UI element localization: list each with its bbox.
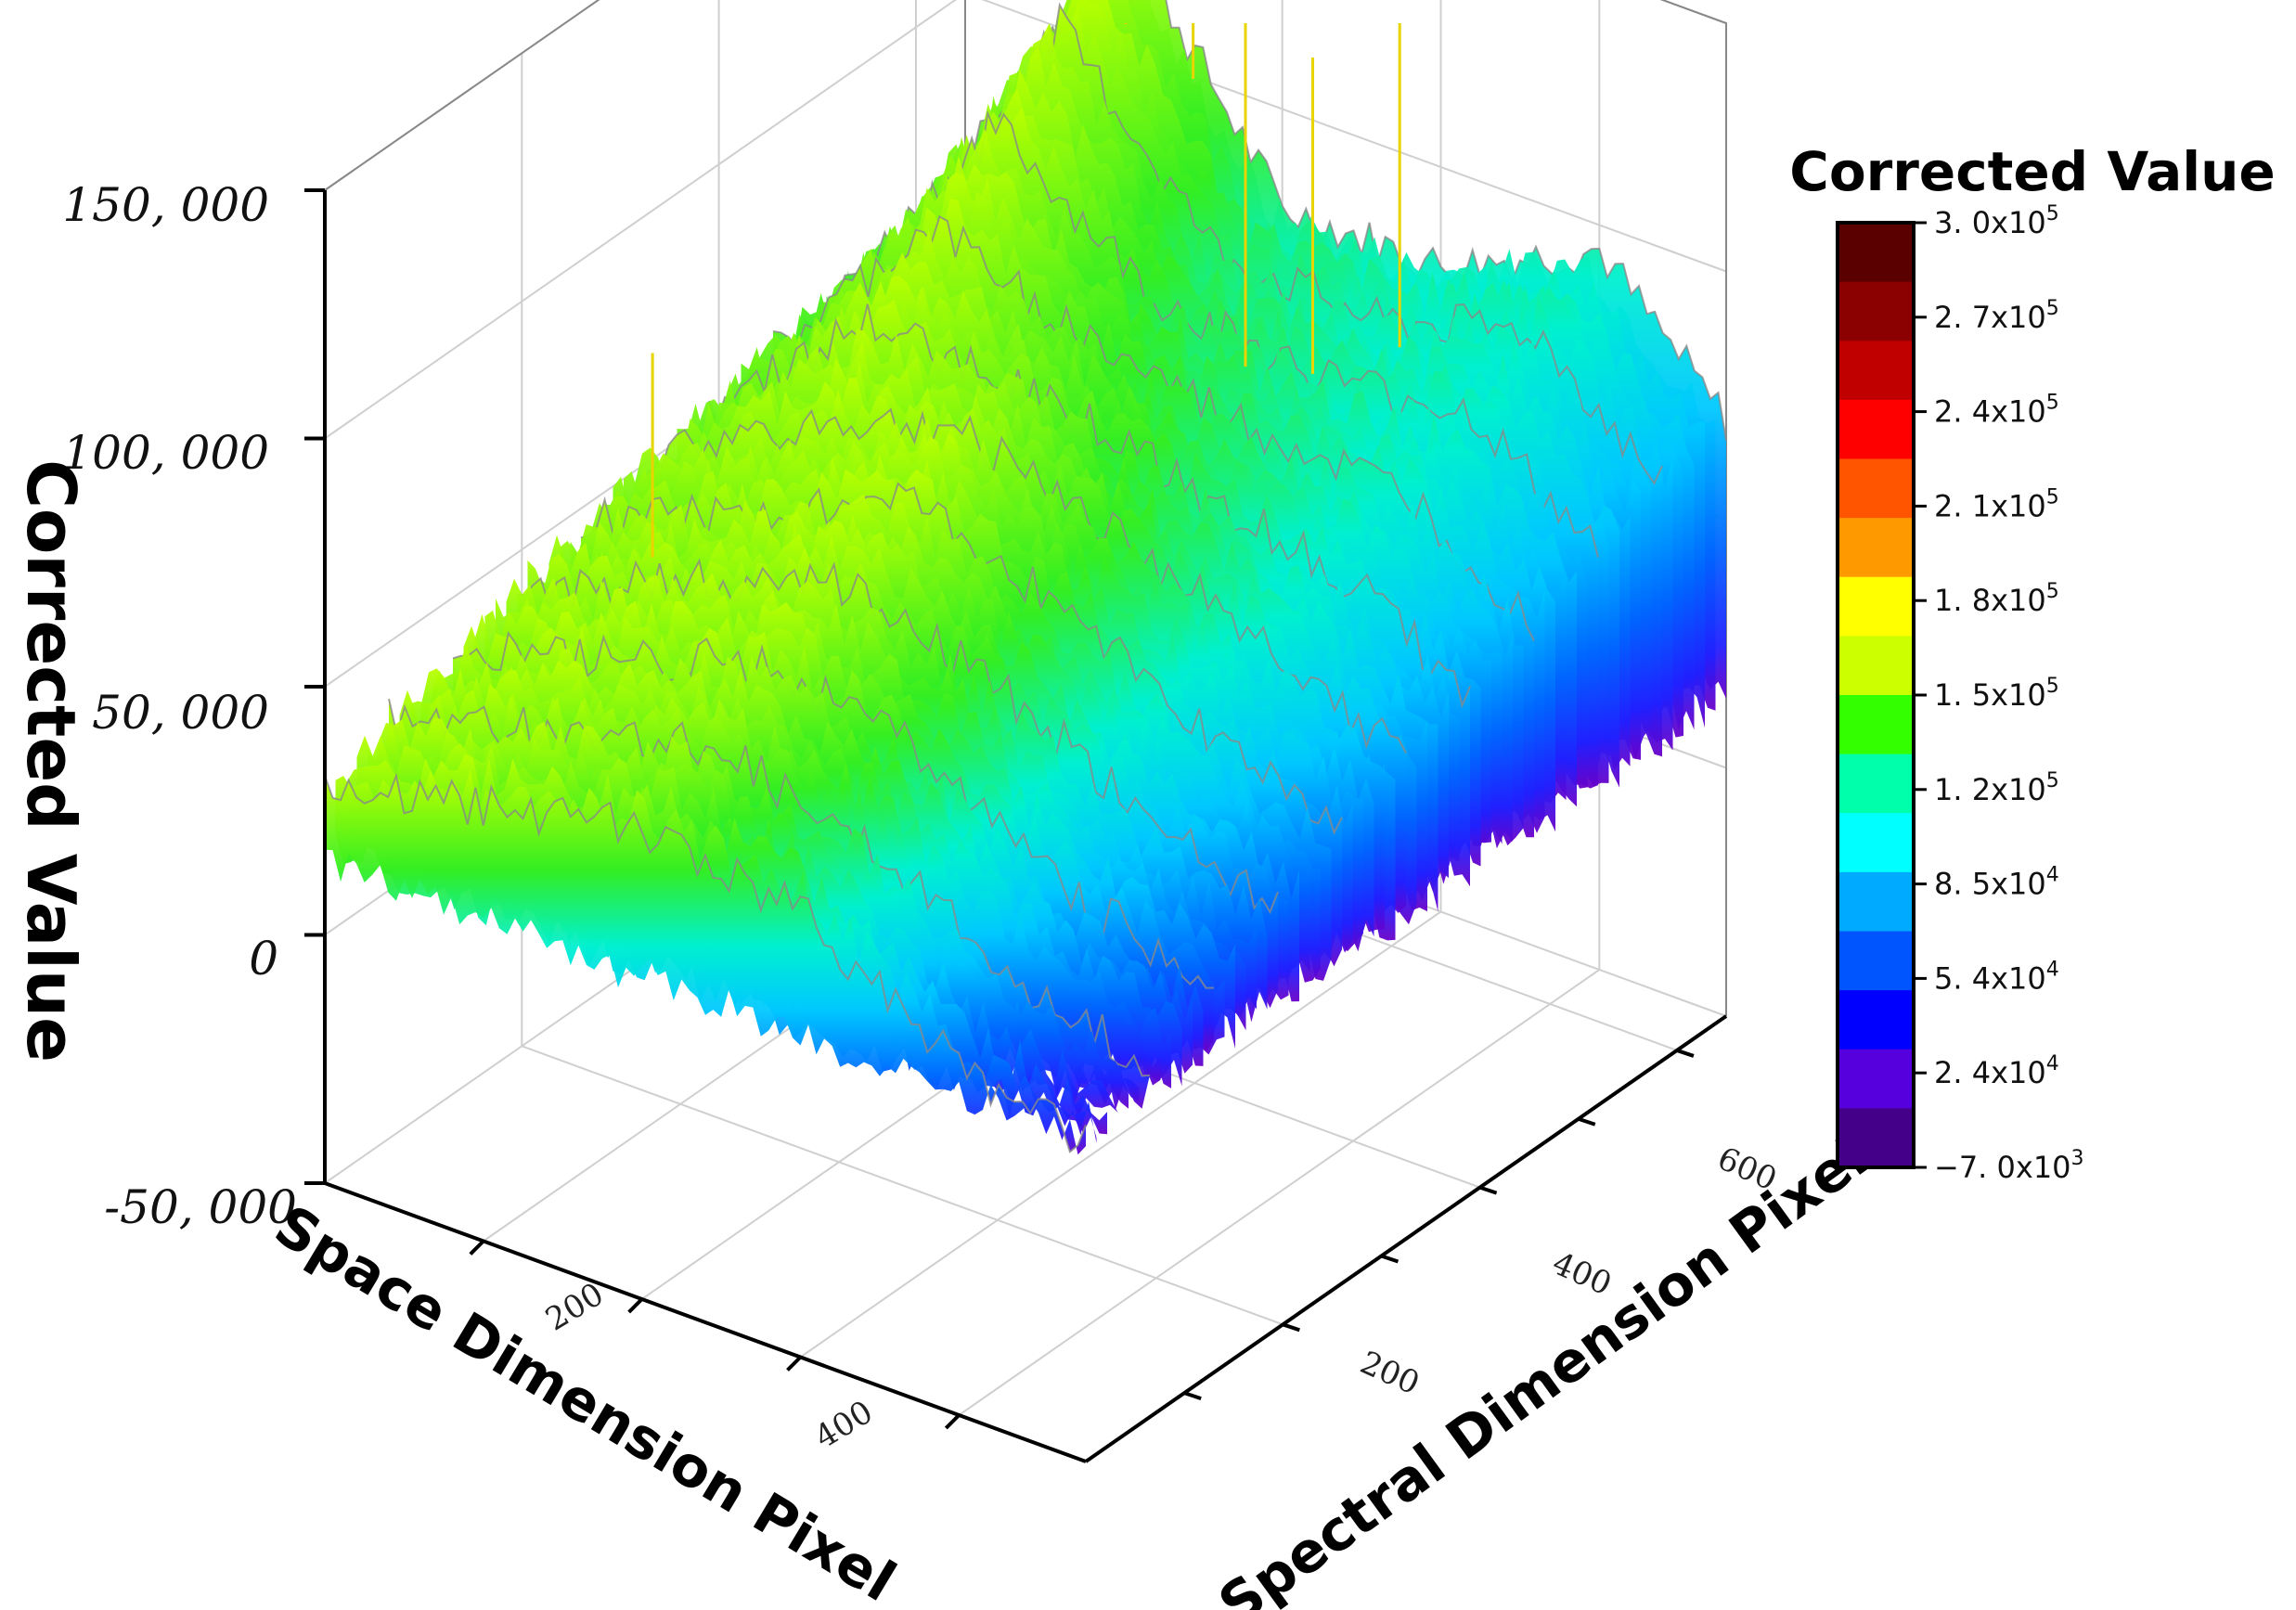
y-tick [1676, 1049, 1695, 1058]
grid-line [958, 969, 1600, 1416]
colorbar-band [1838, 813, 1914, 873]
x-tick [944, 1413, 961, 1430]
grid-line [521, 1045, 1283, 1326]
x-tick [469, 1240, 485, 1256]
axes-frame [304, 188, 1728, 1463]
data-surface [324, 0, 1727, 1155]
surface-profile-line [516, 558, 1279, 914]
z-axis-label: Corrected Value [12, 459, 90, 1063]
colorbar-tick-label: 3. 0x105 [1934, 202, 2059, 240]
colorbar-band [1838, 223, 1914, 283]
colorbar: Corrected Value 3. 0x105 2. 7x105 2. 4x105… [1789, 140, 2275, 1185]
surface-strip [325, 776, 1086, 1155]
colorbar-band [1838, 753, 1914, 815]
colorbar-tick-label: 8. 5x104 [1934, 864, 2059, 902]
colorbar-band [1838, 990, 1914, 1050]
colorbar-tick-label: 2. 4x104 [1934, 1052, 2059, 1090]
colorbar-band [1838, 1049, 1914, 1110]
surface-profile-line [324, 772, 1087, 1153]
grid-line [324, 0, 1727, 440]
z-tick-label: 50, 000 [92, 686, 269, 740]
surface-profile-line [964, 0, 1727, 441]
y-tick-label: 200 [1355, 1344, 1425, 1402]
colorbar-band [1838, 576, 1914, 638]
colorbar-tick-label: 2. 7x105 [1934, 297, 2059, 335]
colorbar-gradient [1838, 223, 1914, 1168]
colorbar-tick-label: 1. 8x105 [1934, 580, 2059, 618]
colorbar-band [1838, 399, 1914, 460]
y-axis-line [1084, 1014, 1728, 1463]
x-tick [786, 1356, 802, 1372]
grid-line [799, 910, 1442, 1359]
colorbar-band [1838, 1108, 1914, 1168]
colorbar-tick-label: −7. 0x103 [1934, 1147, 2084, 1185]
y-tick [1380, 1254, 1400, 1264]
colorbar-title: Corrected Value [1789, 140, 2275, 203]
z-tick-label: 100, 000 [62, 426, 269, 480]
y-tick [1282, 1322, 1300, 1333]
colorbar-tick-label: 1. 2x105 [1934, 769, 2059, 807]
z-axis-tick-labels: 150, 000 100, 000 50, 000 0 -50, 000 [62, 178, 297, 1234]
z-tick-label: 150, 000 [62, 178, 269, 232]
y-tick [1578, 1116, 1596, 1127]
surface-profile-line [644, 407, 1407, 754]
colorbar-tick-label: 2. 1x105 [1934, 485, 2059, 523]
colorbar-band [1838, 695, 1914, 755]
colorbar-band [1838, 281, 1914, 342]
x-tick-label: 400 [808, 1394, 879, 1457]
z-tick-label: 0 [249, 932, 278, 985]
y-tick [1183, 1391, 1202, 1401]
colorbar-tick-label: 1. 5x105 [1934, 675, 2059, 713]
colorbar-band [1838, 341, 1914, 401]
colorbar-band [1838, 458, 1914, 520]
colorbar-tick-labels: 3. 0x105 2. 7x105 2. 4x105 2. 1x105 1. 8x105… [1914, 202, 2084, 1185]
colorbar-band [1838, 636, 1914, 696]
colorbar-band [1838, 518, 1914, 578]
x-axis-label: Space Dimension Pixel [264, 1193, 906, 1610]
y-tick-label: 400 [1547, 1244, 1618, 1303]
colorbar-tick-label: 2. 4x105 [1934, 392, 2059, 430]
colorbar-band [1838, 931, 1914, 992]
y-axis-label: Spectral Dimension Pixel [1207, 1125, 1879, 1610]
y-tick [1478, 1185, 1498, 1195]
z-tick-label: -50, 000 [104, 1180, 297, 1234]
x-tick [627, 1297, 644, 1314]
colorbar-band [1838, 871, 1914, 933]
surface-profile-line [388, 698, 1151, 1077]
colorbar-tick-label: 5. 4x104 [1934, 958, 2059, 996]
